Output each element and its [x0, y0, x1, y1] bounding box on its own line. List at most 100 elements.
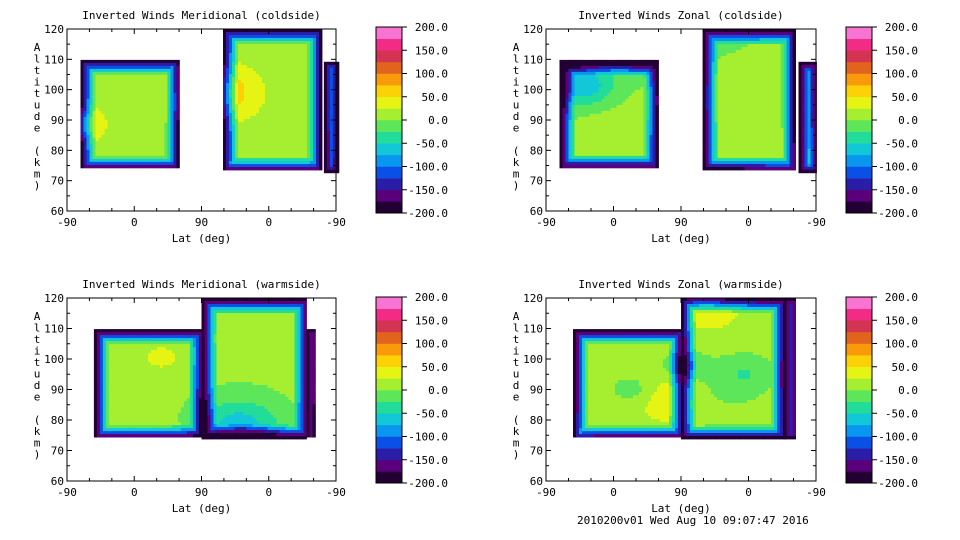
heatmap-cell — [110, 122, 114, 127]
heatmap-cell — [762, 35, 766, 39]
chart-title: Inverted Winds Zonal (coldside) — [578, 9, 783, 22]
heatmap-cell — [765, 74, 769, 78]
heatmap-cell — [747, 59, 751, 63]
heatmap-cell — [723, 74, 727, 78]
heatmap-cell — [241, 98, 245, 102]
heatmap-cell — [229, 38, 233, 42]
heatmap-cell — [113, 119, 117, 124]
heatmap-cell — [164, 164, 168, 169]
heatmap-cell — [613, 152, 617, 157]
heatmap-cell — [292, 98, 296, 102]
heatmap-cell — [598, 59, 602, 64]
heatmap-cell — [89, 146, 93, 151]
heatmap-cell — [756, 65, 760, 69]
heatmap-cell — [652, 128, 656, 133]
heatmap-cell — [607, 134, 611, 139]
heatmap-cell — [762, 32, 766, 36]
y-axis-label-char: ( — [34, 145, 41, 158]
heatmap-cell — [586, 107, 590, 112]
heatmap-cell — [80, 158, 84, 163]
heatmap-cell — [652, 98, 656, 103]
heatmap-cell — [774, 56, 778, 60]
heatmap-cell — [592, 149, 596, 154]
heatmap-cell — [595, 104, 599, 109]
heatmap-cell — [244, 41, 248, 45]
heatmap-cell — [580, 86, 584, 91]
heatmap-cell — [223, 44, 227, 48]
heatmap-cell — [592, 62, 596, 67]
heatmap-cell — [104, 107, 108, 112]
heatmap-cell — [577, 77, 581, 82]
heatmap-cell — [95, 134, 99, 139]
heatmap-cell — [628, 161, 632, 166]
heatmap-cell — [107, 161, 111, 166]
heatmap-cell — [589, 107, 593, 112]
heatmap-cell — [259, 131, 263, 135]
heatmap-cell — [628, 131, 632, 136]
heatmap-cell — [613, 110, 617, 115]
heatmap-cell — [711, 38, 715, 42]
heatmap-cell — [280, 146, 284, 150]
heatmap-cell — [170, 137, 174, 142]
heatmap-cell — [613, 89, 617, 94]
heatmap-cell — [170, 92, 174, 97]
heatmap-cell — [789, 86, 793, 90]
heatmap-cell — [759, 89, 763, 93]
heatmap-cell — [244, 152, 248, 156]
heatmap-cell — [80, 125, 84, 130]
heatmap-cell — [277, 92, 281, 96]
heatmap-cell — [295, 68, 299, 72]
heatmap-cell — [580, 71, 584, 76]
heatmap-cell — [137, 155, 141, 160]
heatmap-cell — [565, 104, 569, 109]
heatmap-cell — [167, 101, 171, 106]
heatmap-cell — [256, 152, 260, 156]
heatmap-cell — [107, 131, 111, 136]
heatmap-cell — [335, 151, 340, 156]
heatmap-cell — [649, 89, 653, 94]
heatmap-cell — [619, 137, 623, 142]
heatmap-cell — [702, 95, 706, 99]
heatmap-cell — [705, 38, 709, 42]
heatmap-cell — [643, 59, 647, 64]
heatmap-cell — [158, 122, 162, 127]
heatmap-cell — [777, 74, 781, 78]
heatmap-cell — [170, 161, 174, 166]
heatmap-cell — [568, 161, 572, 166]
heatmap-cell — [158, 65, 162, 70]
heatmap-cell — [107, 74, 111, 79]
heatmap-cell — [756, 86, 760, 90]
heatmap-cell — [789, 89, 793, 93]
heatmap-cell — [116, 65, 120, 70]
heatmap-cell — [292, 149, 296, 153]
heatmap-cell — [89, 122, 93, 127]
heatmap-cell — [319, 110, 323, 114]
heatmap-cell — [577, 107, 581, 112]
heatmap-cell — [307, 41, 311, 45]
heatmap-cell — [170, 152, 174, 157]
heatmap-cell — [310, 80, 314, 84]
heatmap-cell — [271, 137, 275, 141]
heatmap-cell — [753, 41, 757, 45]
heatmap-cell — [280, 107, 284, 111]
heatmap-cell — [319, 65, 323, 69]
heatmap-cell — [110, 104, 114, 109]
heatmap-cell — [289, 116, 293, 120]
heatmap-cell — [238, 113, 242, 117]
heatmap-cell — [720, 65, 724, 69]
heatmap-cell — [229, 101, 233, 105]
heatmap-cell — [622, 149, 626, 154]
heatmap-cell — [134, 101, 138, 106]
heatmap-cell — [137, 86, 141, 91]
heatmap-cell — [323, 61, 328, 66]
heatmap-cell — [717, 56, 721, 60]
heatmap-cell — [116, 119, 120, 124]
heatmap-cell — [122, 65, 126, 70]
heatmap-cell — [577, 131, 581, 136]
heatmap-cell — [247, 140, 251, 144]
heatmap-cell — [307, 116, 311, 120]
heatmap-cell — [223, 110, 227, 114]
heatmap-cell — [301, 152, 305, 156]
heatmap-cell — [759, 101, 763, 105]
heatmap-cell — [283, 158, 287, 162]
